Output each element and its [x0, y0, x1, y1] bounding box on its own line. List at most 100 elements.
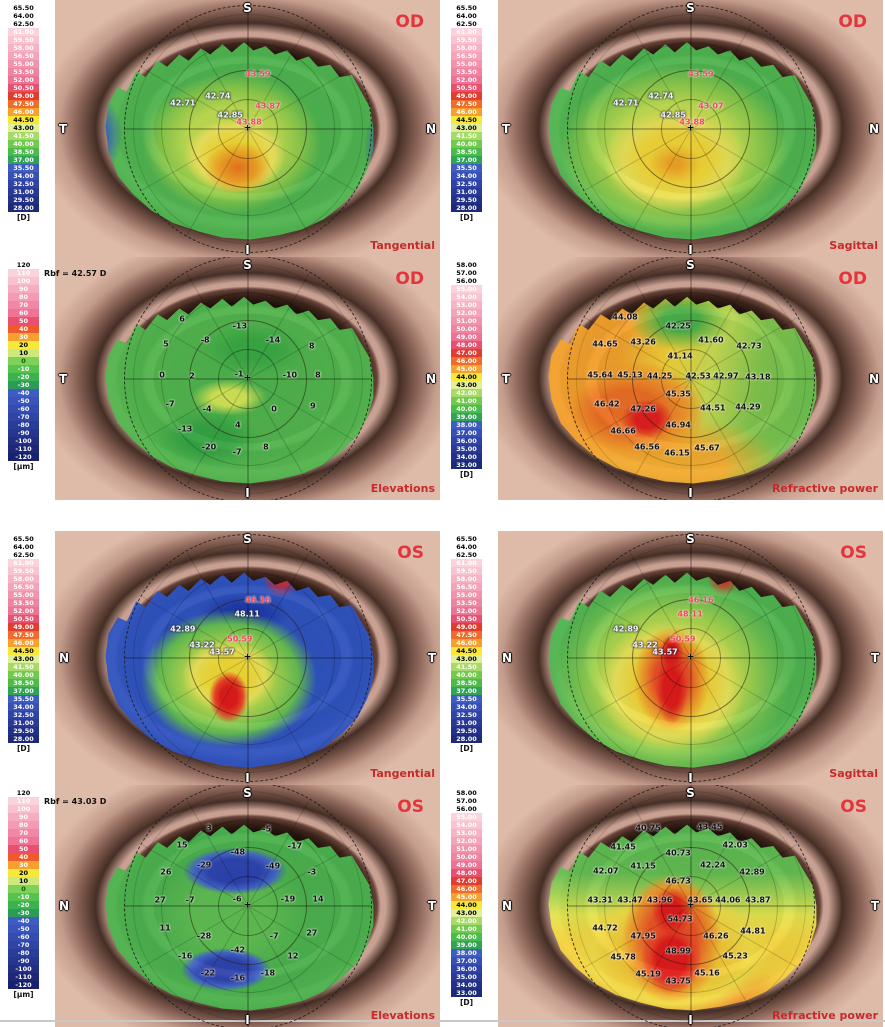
scale-step: 39.00 — [451, 413, 482, 421]
scale-step: 65.50 — [451, 535, 482, 543]
scale-step: -110 — [8, 445, 39, 453]
scale-step: 52.00 — [451, 76, 482, 84]
scale-step: 52.00 — [8, 607, 39, 615]
map-value-label: 45.35 — [665, 389, 691, 399]
scale-step: 64.00 — [451, 12, 482, 20]
color-scale-axial: 65.50 64.00 62.50 61.00 59.50 58.00 56.50 55.00… — [8, 535, 39, 754]
map-value-label: 43.57 — [652, 647, 678, 657]
map-type-label: Elevations — [370, 482, 435, 495]
scale-step: 40.00 — [451, 405, 482, 413]
marker-inferior: I — [688, 1013, 693, 1027]
eye-map-area: + 40.75 43.45 41.45 40.73 42.03 42.07 41.15 42.… — [498, 785, 883, 1027]
scale-step: 90 — [8, 285, 39, 293]
eye-label: OD — [838, 12, 867, 32]
marker-inferior: I — [245, 243, 250, 257]
scale-step: 38.00 — [451, 421, 482, 429]
limbus-dashed-circle — [123, 534, 372, 782]
map-value-label: 48.99 — [665, 946, 691, 956]
scale-step: 46.00 — [8, 108, 39, 116]
scale-step: 49.00 — [8, 623, 39, 631]
limbus-dashed-circle — [123, 785, 372, 1027]
map-value-label: 8 — [308, 341, 315, 351]
scale-step: 36.00 — [451, 965, 482, 973]
map-value-label: 46.16 — [245, 595, 271, 605]
eye-label: OD — [838, 269, 867, 289]
marker-superior: S — [686, 786, 695, 800]
color-scale-refractive: 58.00 57.00 56.00 55.00 54.00 53.00 52.00 51.00… — [451, 261, 482, 480]
panel-od-sagittal: 65.50 64.00 62.50 61.00 59.50 58.00 56.50 55.00… — [443, 0, 885, 257]
eye-map-area: + 3 -5 15 -48 -17 26 -29 -49 -3 27 -7 -6 -19 14 11 -28-… — [55, 785, 440, 1027]
scale-step: 49.00 — [8, 92, 39, 100]
map-value-label: 43.45 — [697, 822, 723, 832]
map-value-label: 47.26 — [630, 404, 656, 414]
scale-step: 32.50 — [451, 180, 482, 188]
scale-step: 20 — [8, 869, 39, 877]
map-value-label: 46.73 — [665, 876, 691, 886]
scale-step: 40 — [8, 325, 39, 333]
scale-step: 44.50 — [451, 647, 482, 655]
map-value-label: -8 — [200, 335, 210, 345]
scale-step: 56.50 — [451, 52, 482, 60]
scale-step: 120 — [8, 789, 39, 797]
scale-step: 40.00 — [8, 140, 39, 148]
scale-step: 48.00 — [451, 341, 482, 349]
marker-right: N — [868, 121, 879, 136]
scale-step: 0 — [8, 357, 39, 365]
map-value-label: 43.88 — [679, 117, 705, 127]
scale-unit: [D] — [459, 998, 474, 1007]
scale-step: 50.50 — [451, 615, 482, 623]
map-value-label: -13 — [232, 321, 248, 331]
color-scale-axial: 65.50 64.00 62.50 61.00 59.50 58.00 56.50 55.00… — [451, 535, 482, 754]
map-type-label: Sagittal — [829, 767, 878, 780]
scale-step: 35.50 — [8, 164, 39, 172]
scale-step: 50.00 — [451, 853, 482, 861]
eye-label: OD — [395, 269, 424, 289]
map-type-label: Elevations — [370, 1009, 435, 1022]
scale-step: 29.50 — [8, 196, 39, 204]
scale-step: 28.00 — [451, 204, 482, 212]
marker-superior: S — [686, 532, 695, 546]
apex-cursor: + — [243, 652, 252, 663]
marker-right: T — [427, 899, 436, 913]
map-value-label: 43.87 — [745, 895, 771, 905]
color-scale-axial: 65.50 64.00 62.50 61.00 59.50 58.00 56.50 55.00… — [451, 4, 482, 223]
map-value-label: 40.75 — [635, 823, 661, 833]
marker-superior: S — [686, 1, 695, 15]
polar-grid: + — [55, 257, 440, 500]
map-value-label: 46.66 — [610, 426, 636, 435]
marker-right: T — [427, 651, 436, 665]
scale-step: 59.50 — [8, 567, 39, 575]
scale-step: -20 — [8, 901, 39, 909]
scale-step: 29.50 — [8, 727, 39, 735]
map-value-label: 43.31 — [587, 895, 613, 905]
scale-step: -10 — [8, 365, 39, 373]
map-value-label: 48.11 — [677, 609, 703, 619]
scale-step: 43.00 — [451, 381, 482, 389]
apex-cursor: + — [686, 123, 695, 133]
map-value-label: 43.22 — [189, 640, 215, 650]
scale-step: 30 — [8, 333, 39, 341]
scale-step: 60 — [8, 837, 39, 845]
limbus-dashed-circle — [123, 4, 372, 253]
map-value-label: 40.73 — [665, 848, 691, 858]
map-value-label: 12 — [287, 951, 299, 961]
scale-step: 70 — [8, 829, 39, 837]
scale-unit: [D] — [459, 213, 474, 222]
map-value-label: -7 — [165, 399, 175, 409]
eye-label: OS — [840, 797, 867, 817]
scale-step: 110 — [8, 797, 39, 805]
scale-step: 52.00 — [451, 607, 482, 615]
map-values: 3 -5 15 -48 -17 26 -29 -49 -3 27 -7 -6 -19 14 11 -28 -7 2… — [55, 785, 440, 1027]
scale-step: 38.50 — [451, 148, 482, 156]
apex-cursor: + — [243, 123, 252, 133]
map-value-label: 42.85 — [217, 110, 243, 120]
marker-left: T — [59, 371, 68, 386]
limbus-dashed-circle — [566, 785, 815, 1027]
map-value-label: 42.85 — [660, 110, 686, 120]
map-value-label: 48.11 — [234, 609, 260, 619]
map-value-label: 43.22 — [632, 640, 658, 650]
eye-label: OS — [840, 543, 867, 563]
marker-right: N — [425, 121, 436, 136]
scale-step: -30 — [8, 909, 39, 917]
map-values: 43.59 42.74 42.71 43.87 42.85 43.88 — [55, 0, 440, 257]
